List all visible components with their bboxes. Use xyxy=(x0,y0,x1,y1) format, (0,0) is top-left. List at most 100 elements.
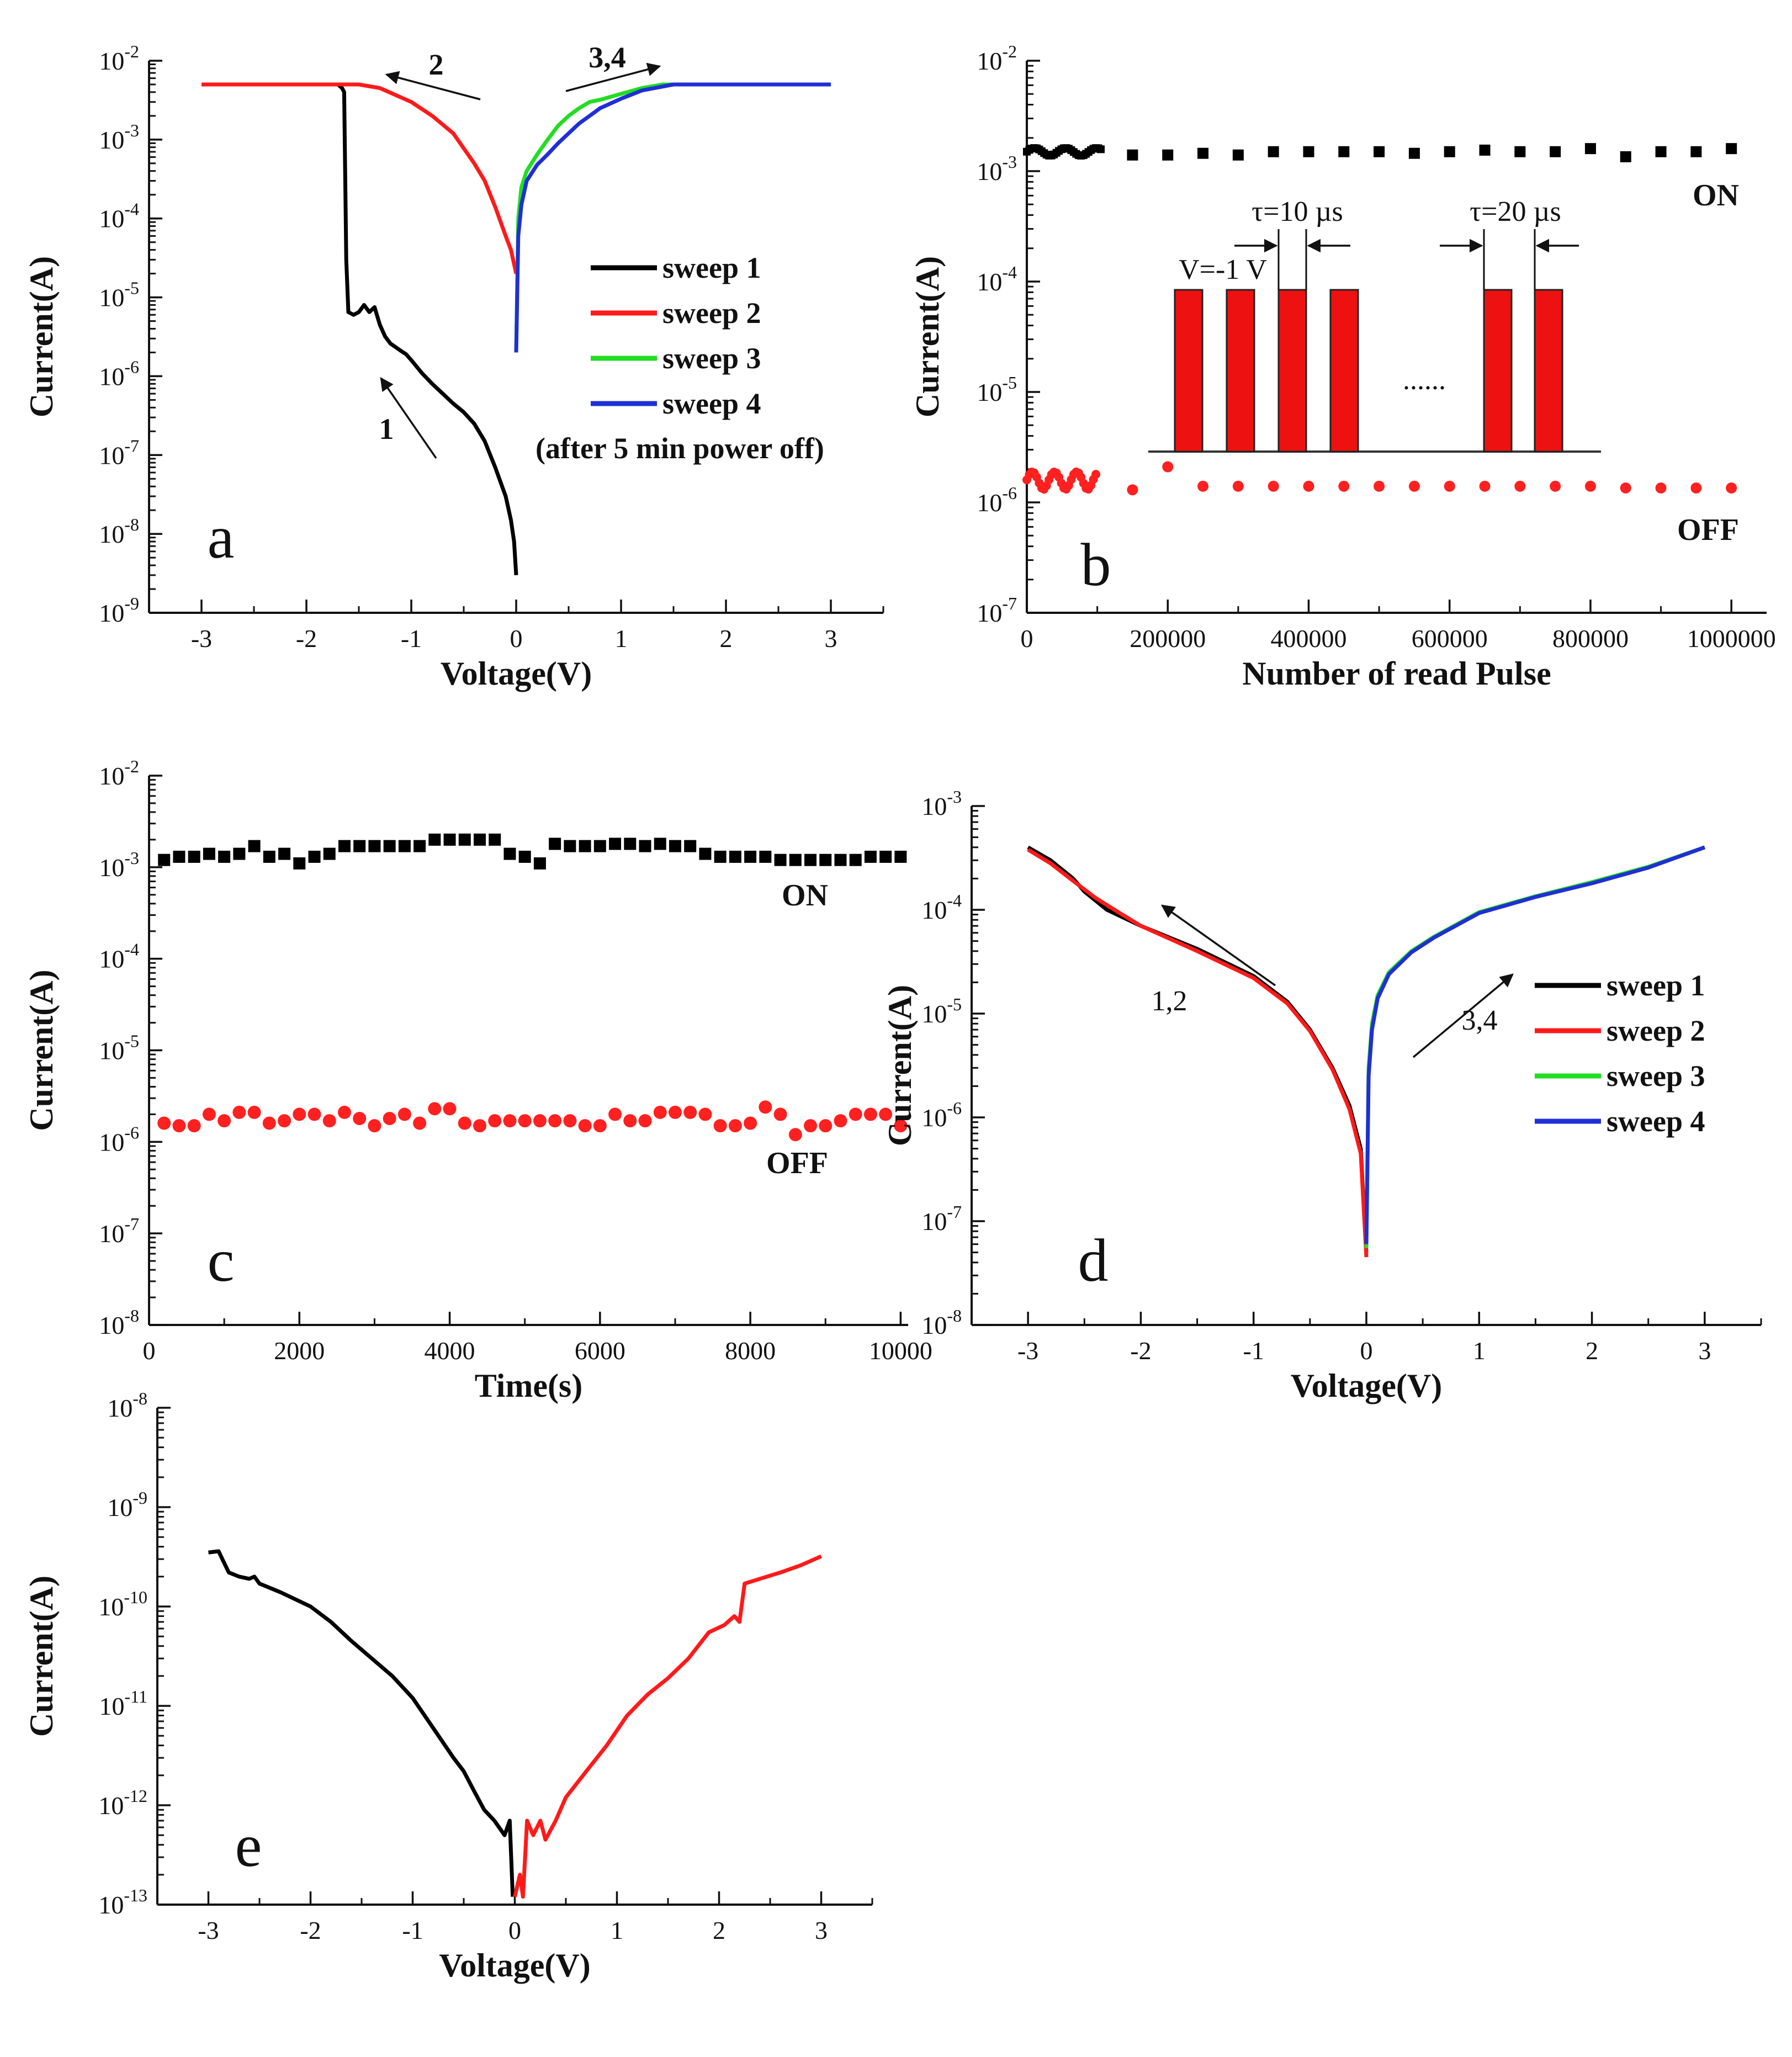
x-tick-label: 2 xyxy=(1586,1337,1598,1365)
panel-letter: e xyxy=(235,1812,262,1879)
off-point xyxy=(1690,482,1702,494)
on-point xyxy=(1268,146,1279,157)
off-point xyxy=(1655,482,1667,494)
arrow-2 xyxy=(385,71,481,100)
y-tick-label: 10-5 xyxy=(99,278,139,312)
off-point xyxy=(458,1116,471,1130)
off-label: OFF xyxy=(766,1146,828,1180)
off-point xyxy=(1303,480,1314,492)
x-tick-label: -2 xyxy=(1130,1337,1151,1365)
x-axis-label: Voltage(V) xyxy=(441,655,592,692)
off-point xyxy=(683,1105,697,1119)
pulse-bar xyxy=(1277,289,1307,453)
off-point xyxy=(473,1119,487,1133)
series-2 xyxy=(513,1554,822,1899)
panel-b: 10-7 10-6 10-5 10-4 10-3 10-2 0 200000 400000 600… xyxy=(909,41,1776,692)
off-point xyxy=(428,1102,442,1116)
y-axis-label: Current(A) xyxy=(882,985,918,1146)
on-point xyxy=(1584,143,1596,155)
on-point xyxy=(383,840,396,852)
x-tick-label: 400000 xyxy=(1270,624,1346,653)
off-point xyxy=(804,1119,818,1133)
x-tick-label: -3 xyxy=(191,624,212,653)
annotation-1: 1 xyxy=(379,412,394,446)
off-point xyxy=(218,1114,231,1128)
on-point xyxy=(158,853,171,866)
on-point xyxy=(1479,144,1491,156)
x-tick-label: 800000 xyxy=(1552,624,1629,653)
x-tick-label: 8000 xyxy=(725,1337,776,1365)
inset-tau2-label: τ=20 µs xyxy=(1470,196,1561,227)
y-tick-label: 10-4 xyxy=(99,940,139,973)
on-point xyxy=(1232,149,1244,161)
arrow-3,4 xyxy=(565,62,661,92)
on-point xyxy=(624,837,637,850)
off-point xyxy=(1620,482,1631,494)
x-tick-label: 1 xyxy=(611,1916,623,1944)
legend-label: sweep 3 xyxy=(1607,1059,1705,1093)
off-point xyxy=(863,1107,877,1121)
on-point xyxy=(1726,143,1737,155)
pulse-bar xyxy=(1226,289,1255,453)
x-tick-label: -1 xyxy=(402,1916,423,1944)
y-tick-label: 10-3 xyxy=(99,848,139,882)
series-sweep-2 xyxy=(202,82,518,274)
x-tick-label: -2 xyxy=(296,624,317,653)
x-tick-label: 2000 xyxy=(274,1337,325,1365)
y-tick-label: 10-13 xyxy=(98,1885,147,1919)
off-point xyxy=(1408,480,1420,492)
on-point xyxy=(1444,146,1455,157)
x-tick-label: 200000 xyxy=(1130,624,1206,653)
on-point xyxy=(474,833,486,846)
off-point xyxy=(157,1116,171,1130)
on-point xyxy=(879,850,892,863)
on-point xyxy=(503,847,516,860)
arrow-3,4 xyxy=(1412,973,1514,1058)
on-point xyxy=(1197,147,1209,159)
on-point xyxy=(338,840,351,852)
on-points xyxy=(158,833,907,870)
y-tick-label: 10-12 xyxy=(98,1786,147,1820)
off-point xyxy=(1479,480,1491,492)
on-point xyxy=(323,847,336,860)
off-point xyxy=(397,1107,411,1121)
on-point xyxy=(278,847,291,860)
off-point xyxy=(337,1105,351,1119)
legend-label: sweep 2 xyxy=(662,296,761,330)
on-point xyxy=(1514,146,1526,157)
inset-tau1-label: τ=10 µs xyxy=(1252,196,1343,227)
legend-label: sweep 1 xyxy=(1607,969,1705,1002)
off-point xyxy=(1550,480,1561,492)
on-points xyxy=(1023,143,1737,162)
off-point xyxy=(849,1107,862,1121)
x-tick-label: 1000000 xyxy=(1687,624,1776,653)
off-point xyxy=(1127,484,1138,496)
off-point xyxy=(232,1105,246,1119)
off-point xyxy=(698,1107,712,1121)
on-point xyxy=(398,840,411,852)
x-tick-label: 3 xyxy=(1698,1337,1711,1365)
x-tick-label: 0 xyxy=(1360,1337,1373,1365)
on-point xyxy=(1374,146,1385,157)
on-point xyxy=(413,840,426,852)
off-point xyxy=(744,1116,757,1130)
y-tick-label: 10-6 xyxy=(977,483,1017,517)
y-tick-label: 10-4 xyxy=(977,262,1017,296)
panel-e: 10-13 10-12 10-11 10-10 10-9 10-8 -3 -2 -1 0 1 2 3 Vo… xyxy=(23,1388,873,1984)
off-point xyxy=(293,1107,306,1121)
x-tick-label: 0 xyxy=(508,1916,521,1944)
y-tick-label: 10-2 xyxy=(99,756,139,790)
x-tick-label: 2 xyxy=(713,1916,725,1944)
off-point xyxy=(623,1114,637,1128)
on-point xyxy=(1408,147,1420,159)
legend-label: sweep 4 xyxy=(662,387,761,420)
on-point xyxy=(458,833,471,846)
series-sweep-1 xyxy=(1027,845,1369,1253)
off-point xyxy=(548,1114,562,1128)
x-tick-label: 0 xyxy=(143,1337,156,1365)
series-1 xyxy=(208,1549,515,1897)
off-point xyxy=(262,1116,276,1130)
off-point xyxy=(187,1119,201,1133)
off-point xyxy=(759,1100,772,1114)
pulse-inset: V=-1 V τ=10 µs τ=20 µs...... xyxy=(1148,196,1601,453)
